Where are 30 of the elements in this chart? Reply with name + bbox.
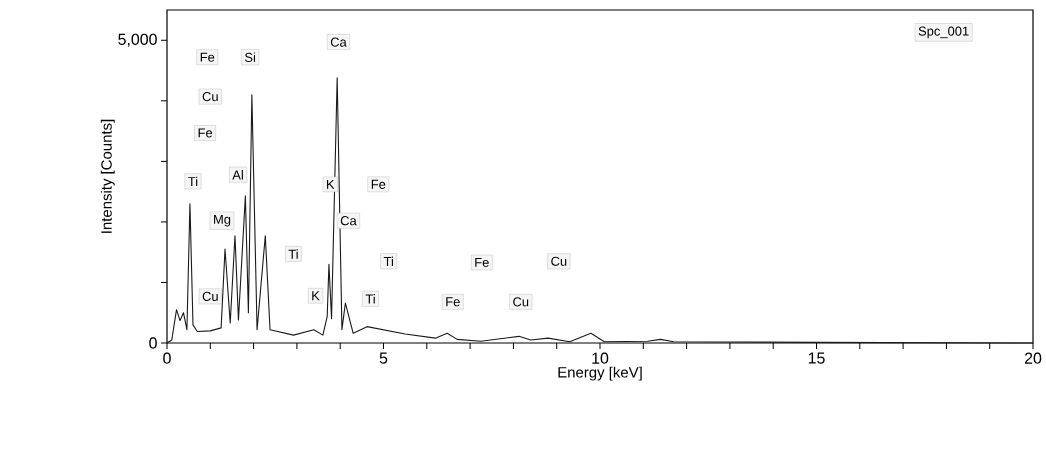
annotation: Ti — [288, 249, 298, 259]
annotation: Ti — [383, 256, 393, 266]
annotation: K — [312, 291, 320, 301]
annotation: Ti — [188, 176, 198, 187]
x-tick-label: 5 — [379, 352, 388, 364]
annotation: Ca — [330, 37, 347, 47]
annotation: Fe — [446, 297, 460, 307]
annotation: Fe — [371, 179, 386, 189]
x-tick-label: 10 — [592, 352, 609, 364]
annotation: Fe — [475, 257, 489, 267]
annotation: Al — [232, 169, 243, 180]
x-tick-label: 20 — [1024, 352, 1042, 364]
x-tick-label: 15 — [808, 352, 825, 364]
annotation: Cu — [202, 291, 218, 301]
x-axis-title: Energy [keV] — [558, 366, 642, 381]
y-axis-title: Intensity [Counts] — [100, 119, 115, 233]
annotation: K — [326, 179, 335, 189]
annotation: Cu — [513, 297, 529, 307]
annotation: Ca — [340, 216, 357, 226]
annotation: Cu — [202, 91, 218, 102]
annotation: Fe — [200, 52, 215, 62]
annotation: Ti — [365, 294, 375, 304]
y-tick-label: 5,000 — [118, 33, 157, 47]
annotation: Si — [244, 52, 256, 62]
line-series — [166, 77, 1034, 344]
annotation: Mg — [214, 214, 231, 227]
annotation: Spc_001 — [918, 26, 969, 39]
x-tick-label: 0 — [163, 352, 171, 364]
annotation: Fe — [198, 128, 213, 138]
annotation: Cu — [551, 256, 567, 266]
